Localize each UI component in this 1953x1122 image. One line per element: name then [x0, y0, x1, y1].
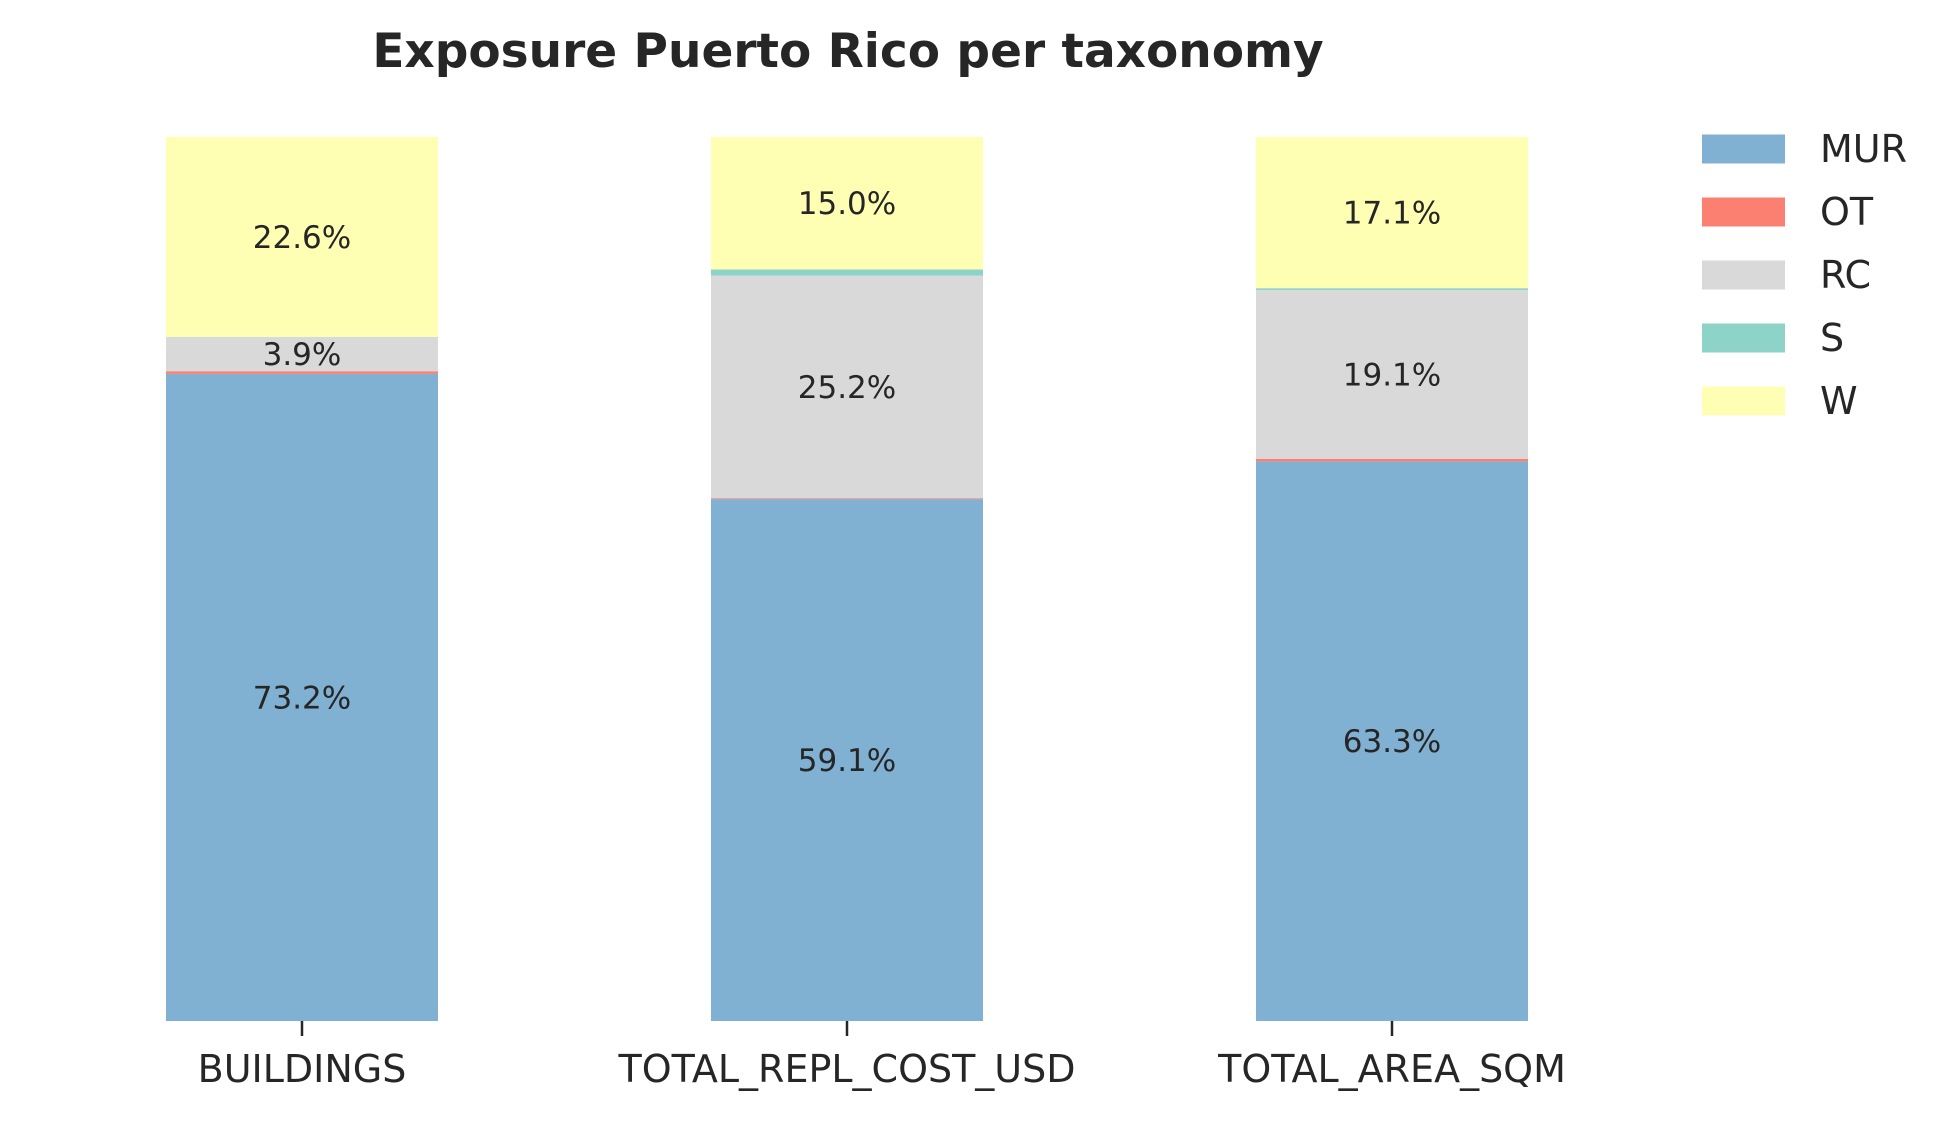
bar-segment-total-repl-cost-usd-mur	[711, 499, 983, 1022]
bar-segment-total-repl-cost-usd-w	[711, 137, 983, 270]
x-tick-label-total-area-sqm: TOTAL_AREA_SQM	[1217, 1047, 1566, 1091]
legend-label-mur: MUR	[1820, 127, 1907, 171]
legend-label-s: S	[1820, 316, 1844, 360]
x-tick-label-total-repl-cost-usd: TOTAL_REPL_COST_USD	[617, 1047, 1075, 1091]
bars-layer	[166, 137, 1528, 1022]
legend-swatch-s	[1702, 323, 1785, 353]
x-axis: BUILDINGS TOTAL_REPL_COST_USD TOTAL_AREA_S…	[198, 1021, 1566, 1091]
legend-swatch-ot	[1702, 197, 1785, 227]
bar-segment-total-area-sqm-w	[1256, 137, 1528, 289]
data-label-total-repl-cost-usd-w: 15.0%	[798, 186, 896, 222]
bar-segment-total-repl-cost-usd-s	[711, 269, 983, 276]
chart-title: Exposure Puerto Rico per taxonomy	[372, 24, 1323, 79]
legend-swatch-rc	[1702, 260, 1785, 290]
legend-label-rc: RC	[1820, 253, 1871, 297]
data-label-buildings-mur: 73.2%	[253, 680, 351, 716]
data-label-total-area-sqm-mur: 63.3%	[1343, 724, 1441, 760]
data-label-buildings-rc: 3.9%	[263, 337, 342, 373]
bar-segment-total-repl-cost-usd-ot	[711, 498, 983, 500]
x-tick-label-buildings: BUILDINGS	[198, 1047, 407, 1091]
legend-label-ot: OT	[1820, 190, 1874, 234]
bar-segment-total-area-sqm-rc	[1256, 289, 1528, 459]
bar-segment-buildings-mur	[166, 373, 438, 1021]
legend-swatch-mur	[1702, 134, 1785, 164]
data-label-total-repl-cost-usd-rc: 25.2%	[798, 370, 896, 406]
data-label-buildings-w: 22.6%	[253, 220, 351, 256]
bar-segment-total-area-sqm-ot	[1256, 458, 1528, 462]
legend: MUR OT RC SW	[1702, 127, 1907, 423]
legend-swatch-w	[1702, 386, 1785, 416]
legend-label-w: W	[1820, 379, 1858, 423]
bar-segment-buildings-ot	[166, 371, 438, 374]
bar-segment-total-area-sqm-mur	[1256, 461, 1528, 1022]
data-label-total-area-sqm-w: 17.1%	[1343, 196, 1441, 232]
data-label-total-area-sqm-rc: 19.1%	[1343, 357, 1441, 393]
bar-segment-buildings-rc	[166, 336, 438, 372]
bar-segment-buildings-w	[166, 137, 438, 337]
bar-segment-total-area-sqm-s	[1256, 288, 1528, 290]
bar-segment-total-repl-cost-usd-rc	[711, 275, 983, 499]
data-labels-layer: 73.2% 3.9% 22.6% 59.1% 25.2% 15.0% 63.3% 19.1% 1…	[253, 186, 1441, 779]
data-label-total-repl-cost-usd-mur: 59.1%	[798, 743, 896, 779]
